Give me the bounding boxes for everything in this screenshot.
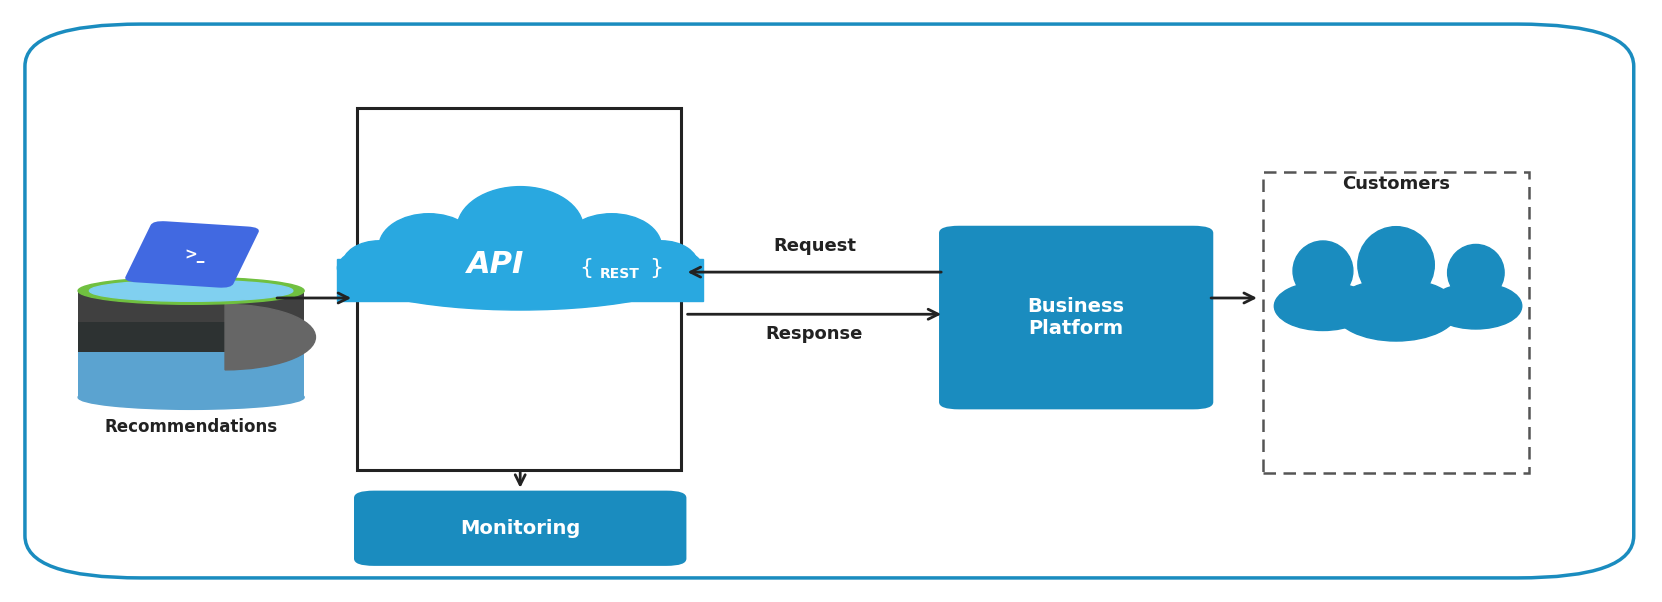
Ellipse shape bbox=[1335, 279, 1458, 341]
Text: Customers: Customers bbox=[1343, 175, 1449, 193]
Ellipse shape bbox=[625, 241, 698, 289]
Ellipse shape bbox=[337, 226, 703, 310]
Ellipse shape bbox=[342, 241, 416, 289]
Ellipse shape bbox=[1293, 241, 1353, 301]
Text: {: { bbox=[580, 258, 593, 278]
FancyBboxPatch shape bbox=[78, 346, 304, 397]
Text: >_: >_ bbox=[184, 249, 204, 263]
Ellipse shape bbox=[90, 280, 293, 301]
Text: Monitoring: Monitoring bbox=[460, 519, 580, 538]
Ellipse shape bbox=[457, 187, 583, 271]
Ellipse shape bbox=[78, 277, 304, 304]
Ellipse shape bbox=[1448, 244, 1504, 301]
Text: Business
Platform: Business Platform bbox=[1027, 297, 1125, 338]
Ellipse shape bbox=[78, 385, 304, 409]
Ellipse shape bbox=[1429, 283, 1522, 329]
FancyBboxPatch shape bbox=[337, 259, 703, 301]
Ellipse shape bbox=[379, 214, 479, 280]
Text: Recommendations: Recommendations bbox=[105, 418, 278, 436]
Ellipse shape bbox=[1275, 282, 1371, 330]
Ellipse shape bbox=[1358, 227, 1434, 303]
Text: Request: Request bbox=[773, 237, 856, 255]
FancyBboxPatch shape bbox=[939, 226, 1213, 409]
FancyBboxPatch shape bbox=[78, 319, 304, 352]
Text: }: } bbox=[650, 258, 663, 278]
FancyBboxPatch shape bbox=[25, 24, 1634, 578]
FancyBboxPatch shape bbox=[354, 491, 686, 566]
FancyBboxPatch shape bbox=[1263, 172, 1529, 473]
Wedge shape bbox=[224, 305, 316, 370]
Text: REST: REST bbox=[600, 267, 640, 281]
FancyBboxPatch shape bbox=[78, 289, 304, 322]
FancyBboxPatch shape bbox=[125, 221, 259, 288]
Text: API: API bbox=[467, 250, 524, 279]
FancyBboxPatch shape bbox=[357, 108, 681, 470]
Ellipse shape bbox=[562, 214, 661, 280]
Text: Response: Response bbox=[766, 325, 863, 343]
